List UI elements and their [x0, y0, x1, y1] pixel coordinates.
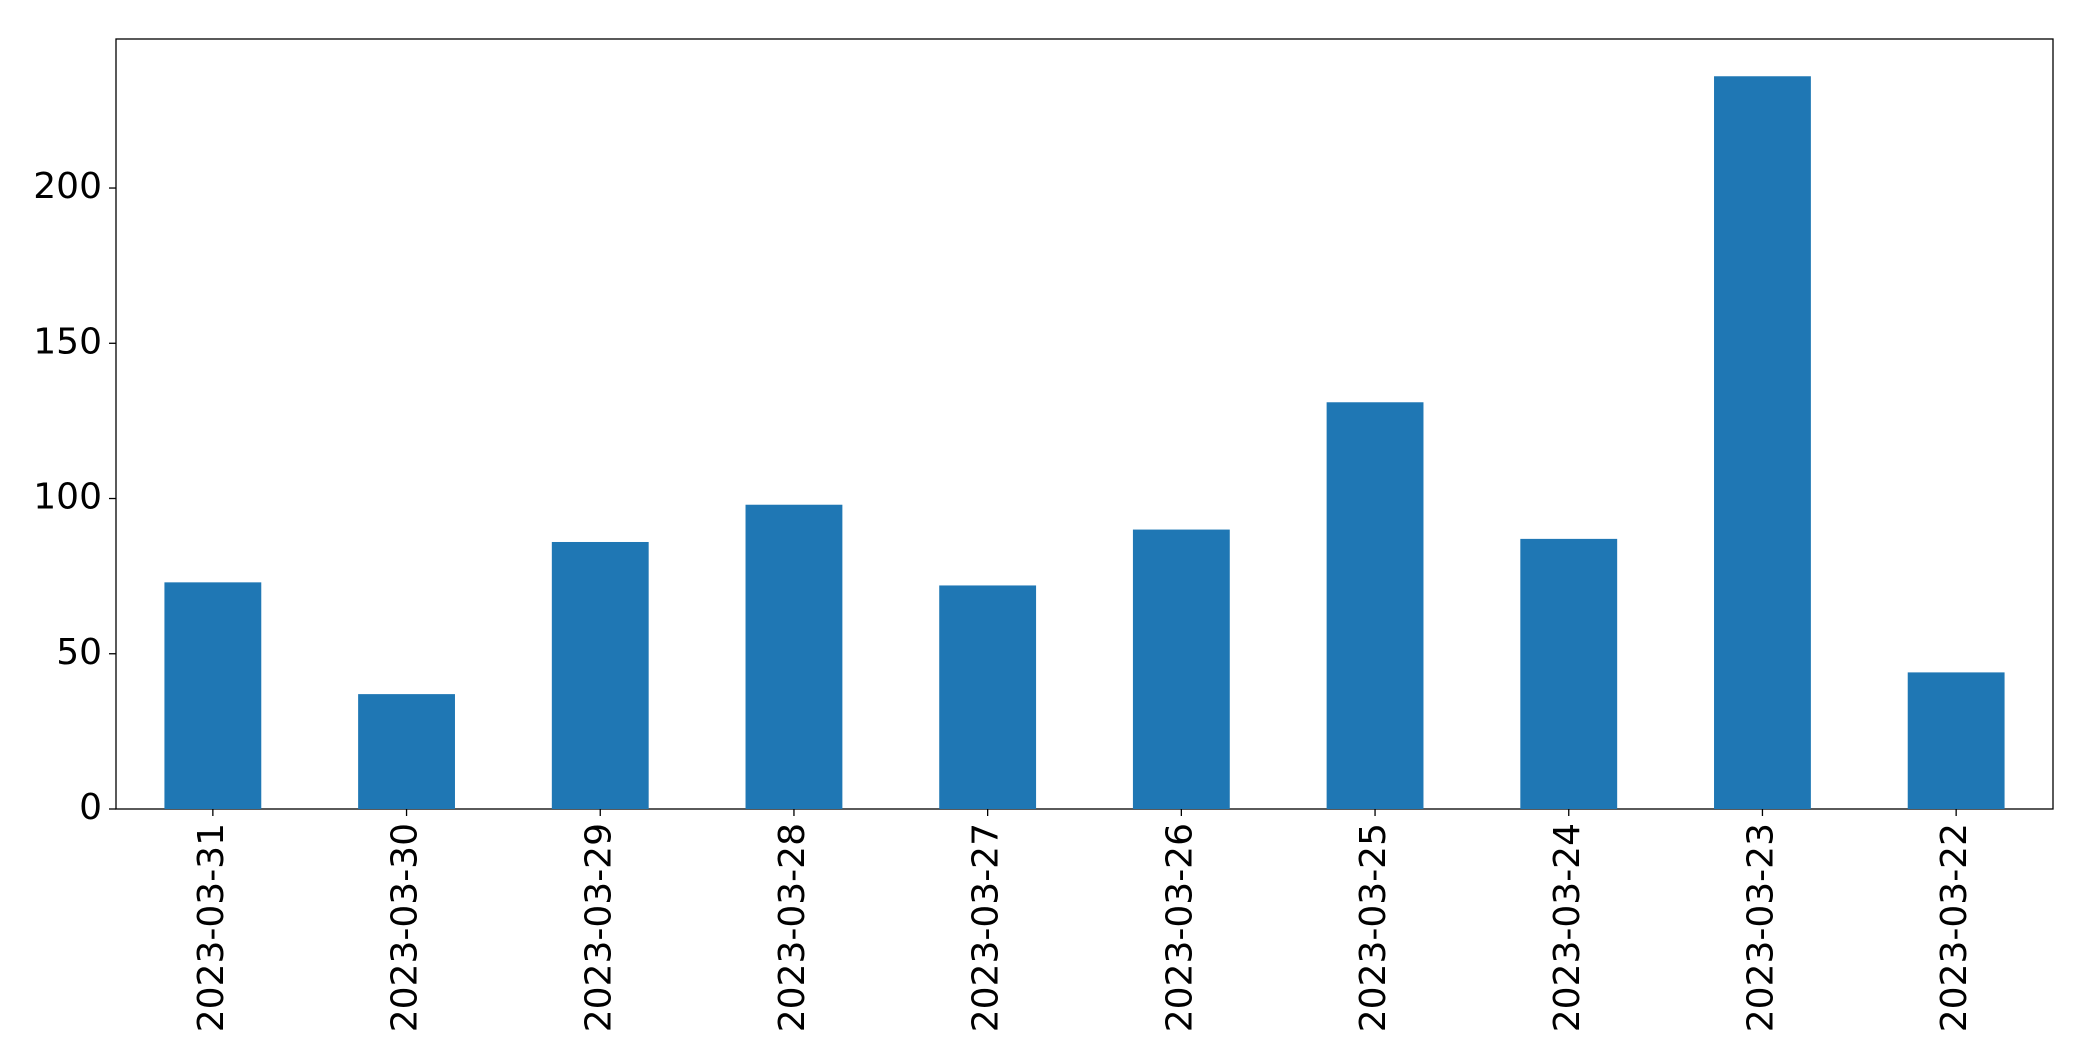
bar — [551, 541, 649, 809]
x-tick-label: 2023-03-31 — [191, 823, 232, 1032]
y-tick-label: 100 — [33, 477, 102, 518]
plot-frame — [115, 38, 2054, 810]
bar — [939, 585, 1037, 809]
bar — [164, 582, 262, 809]
x-tick-label: 2023-03-27 — [966, 823, 1007, 1032]
y-tick-label: 50 — [56, 632, 102, 673]
y-tick-label: 200 — [33, 166, 102, 207]
y-tick-label: 150 — [33, 321, 102, 362]
bar — [358, 694, 455, 809]
bar — [1132, 529, 1230, 809]
bar — [1520, 538, 1618, 809]
bar — [745, 504, 843, 809]
bar — [1714, 76, 1811, 810]
x-tick-label: 2023-03-22 — [1934, 823, 1975, 1032]
x-tick-label: 2023-03-28 — [772, 823, 813, 1032]
bar — [1907, 672, 2005, 809]
x-tick-label: 2023-03-29 — [578, 823, 619, 1032]
x-tick-label: 2023-03-26 — [1159, 823, 1200, 1032]
y-tick-label: 0 — [79, 787, 102, 828]
x-tick-label: 2023-03-24 — [1547, 823, 1588, 1032]
x-tick-label: 2023-03-25 — [1353, 823, 1394, 1032]
x-tick-label: 2023-03-23 — [1740, 823, 1781, 1032]
bar — [1326, 402, 1424, 809]
x-tick-label: 2023-03-30 — [385, 823, 426, 1032]
